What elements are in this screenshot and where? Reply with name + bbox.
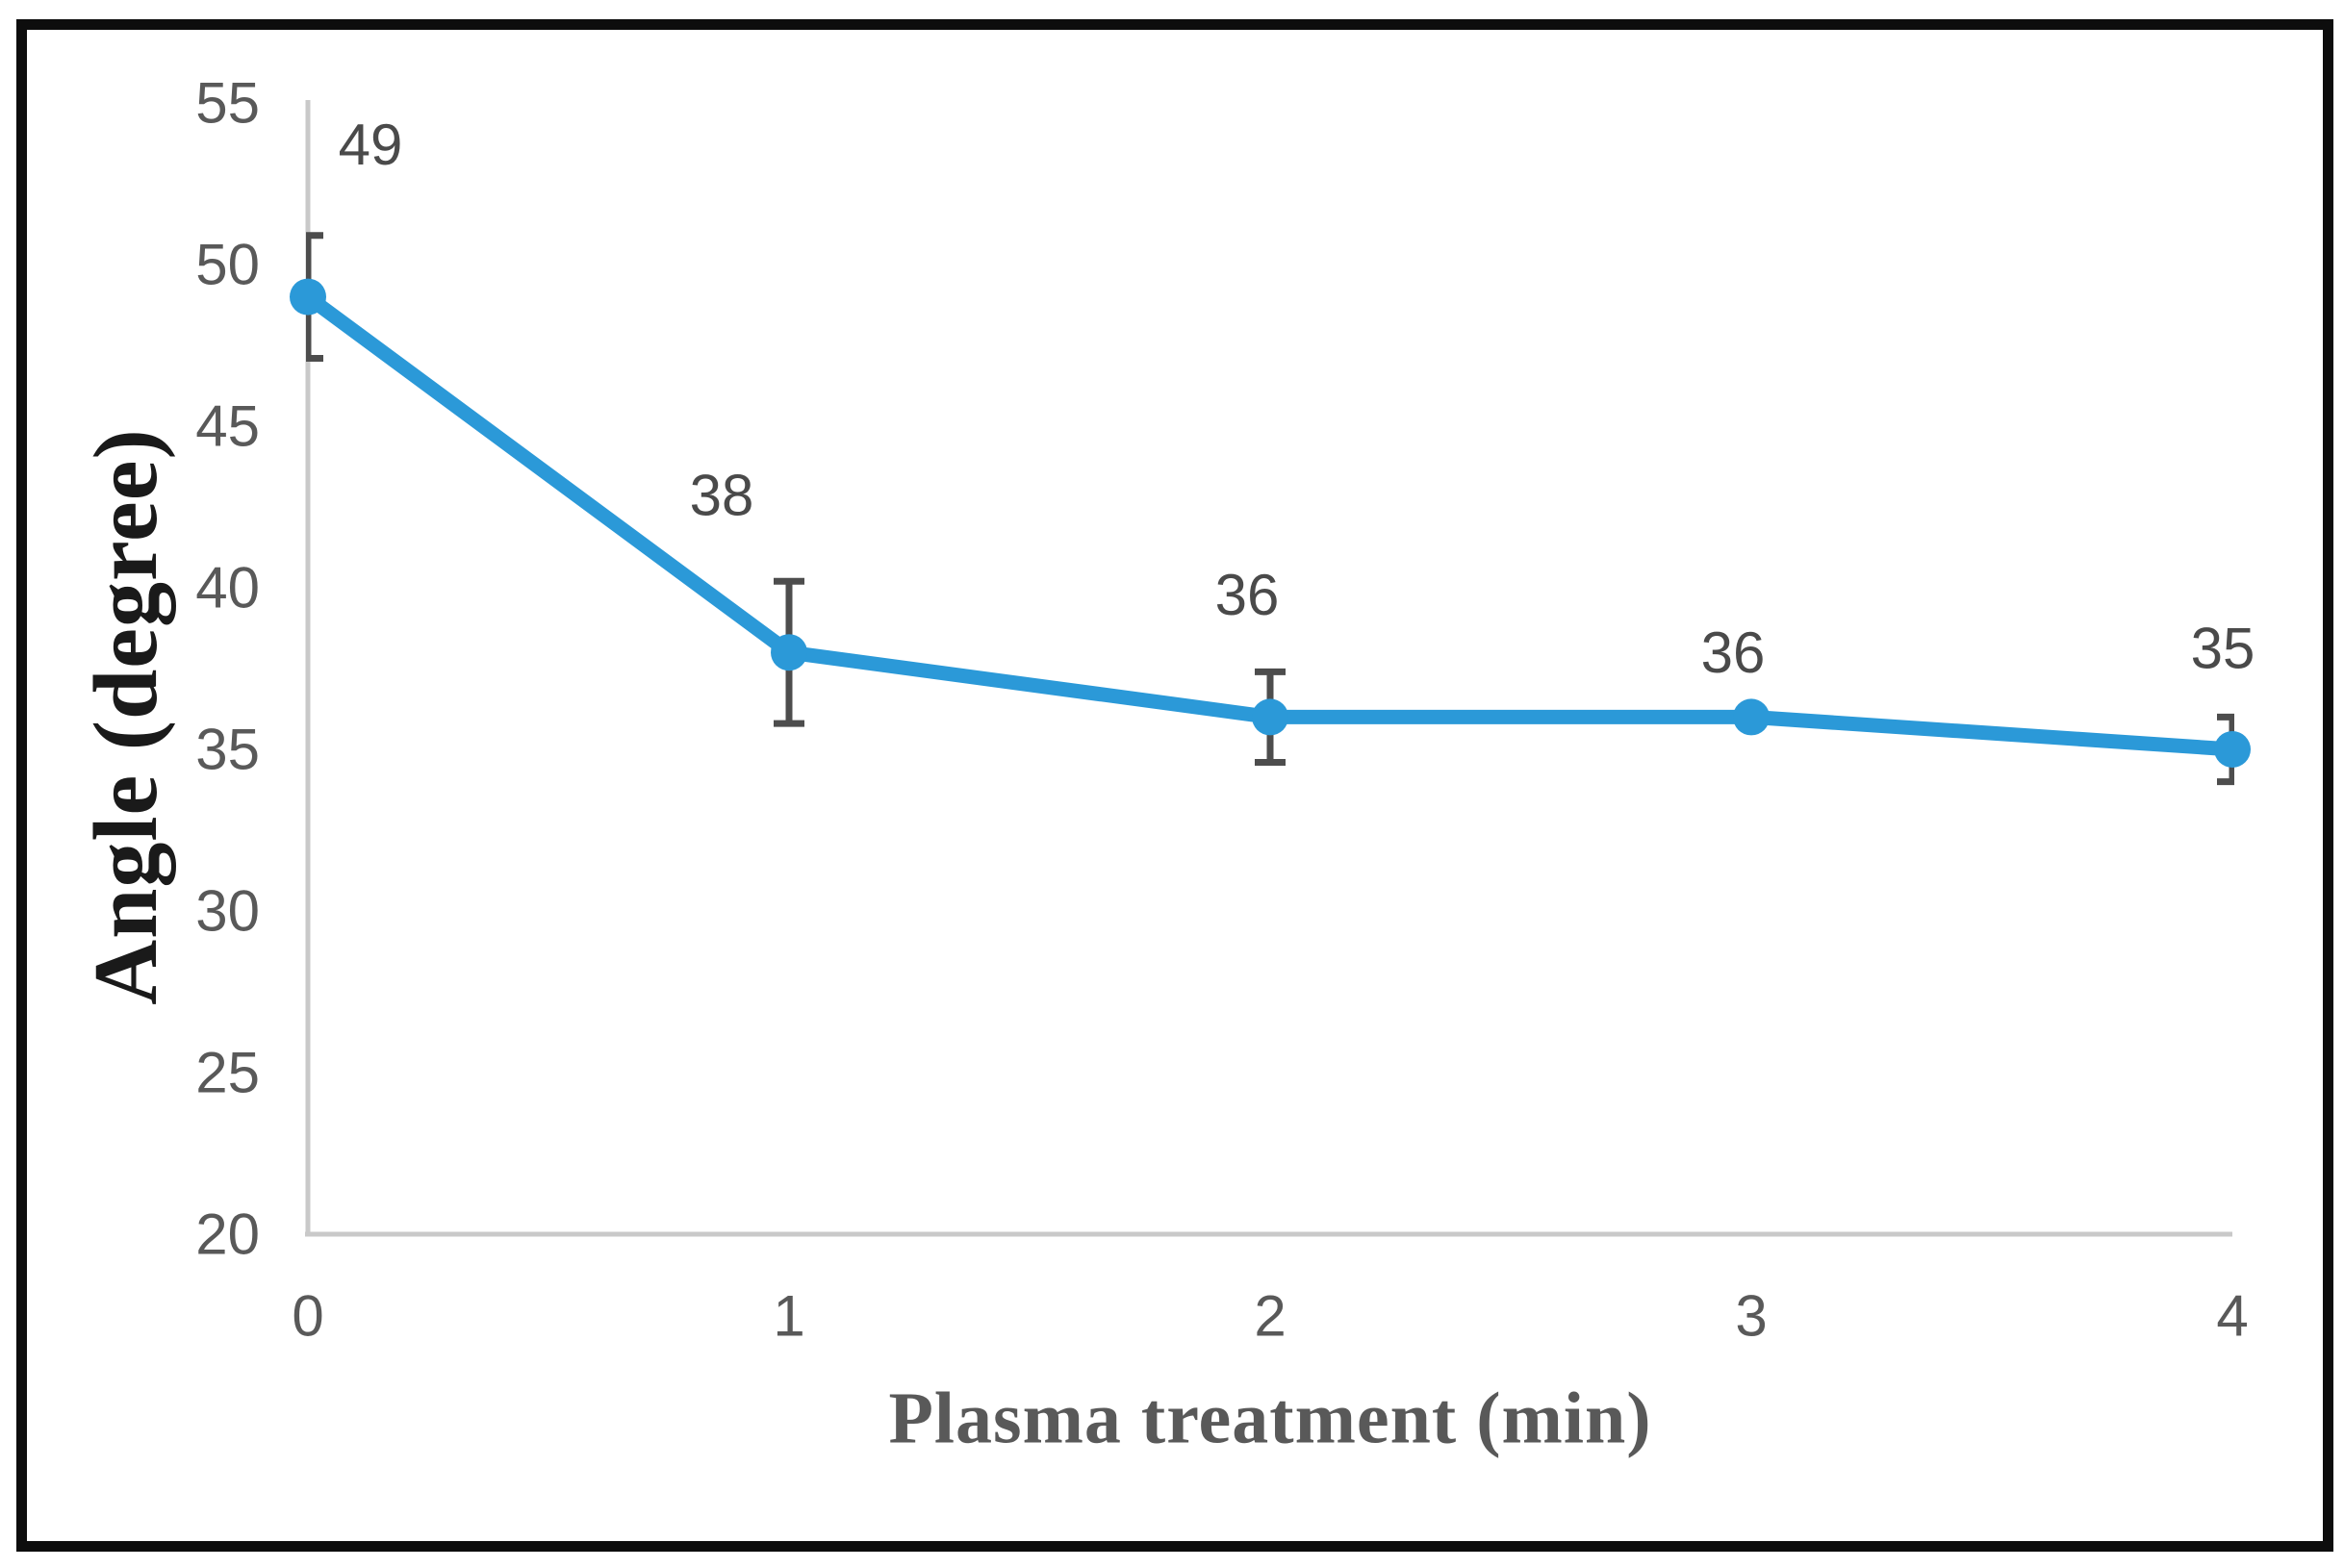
data-point: [1252, 698, 1288, 736]
y-tick-label: 45: [195, 394, 260, 459]
y-tick-label: 20: [195, 1202, 260, 1267]
x-tick-label: 3: [1735, 1284, 1767, 1349]
data-point: [771, 634, 807, 671]
x-axis-title: Plasma treatment (min): [888, 1378, 1652, 1459]
data-point-label: 36: [1701, 620, 1766, 685]
data-point-label: 38: [690, 464, 754, 528]
data-point: [290, 278, 326, 316]
y-tick-label: 25: [195, 1041, 260, 1105]
data-point: [2214, 731, 2251, 768]
data-point-label: 49: [339, 113, 403, 177]
x-tick-label: 0: [292, 1284, 323, 1349]
x-tick-label: 2: [1254, 1284, 1286, 1349]
x-tick-label: 1: [773, 1284, 804, 1349]
y-tick-label: 40: [195, 556, 260, 620]
y-tick-label: 30: [195, 879, 260, 944]
y-tick-label: 50: [195, 233, 260, 297]
y-axis-title: Angle (degree): [76, 428, 176, 1005]
data-point-label: 35: [2191, 617, 2255, 681]
data-point-label: 36: [1215, 563, 1280, 627]
y-tick-label: 55: [195, 71, 260, 136]
error-bars-layer: [306, 232, 2234, 786]
y-tick-label: 35: [195, 718, 260, 782]
x-tick-label: 4: [2216, 1284, 2248, 1349]
data-point: [1733, 698, 1770, 736]
